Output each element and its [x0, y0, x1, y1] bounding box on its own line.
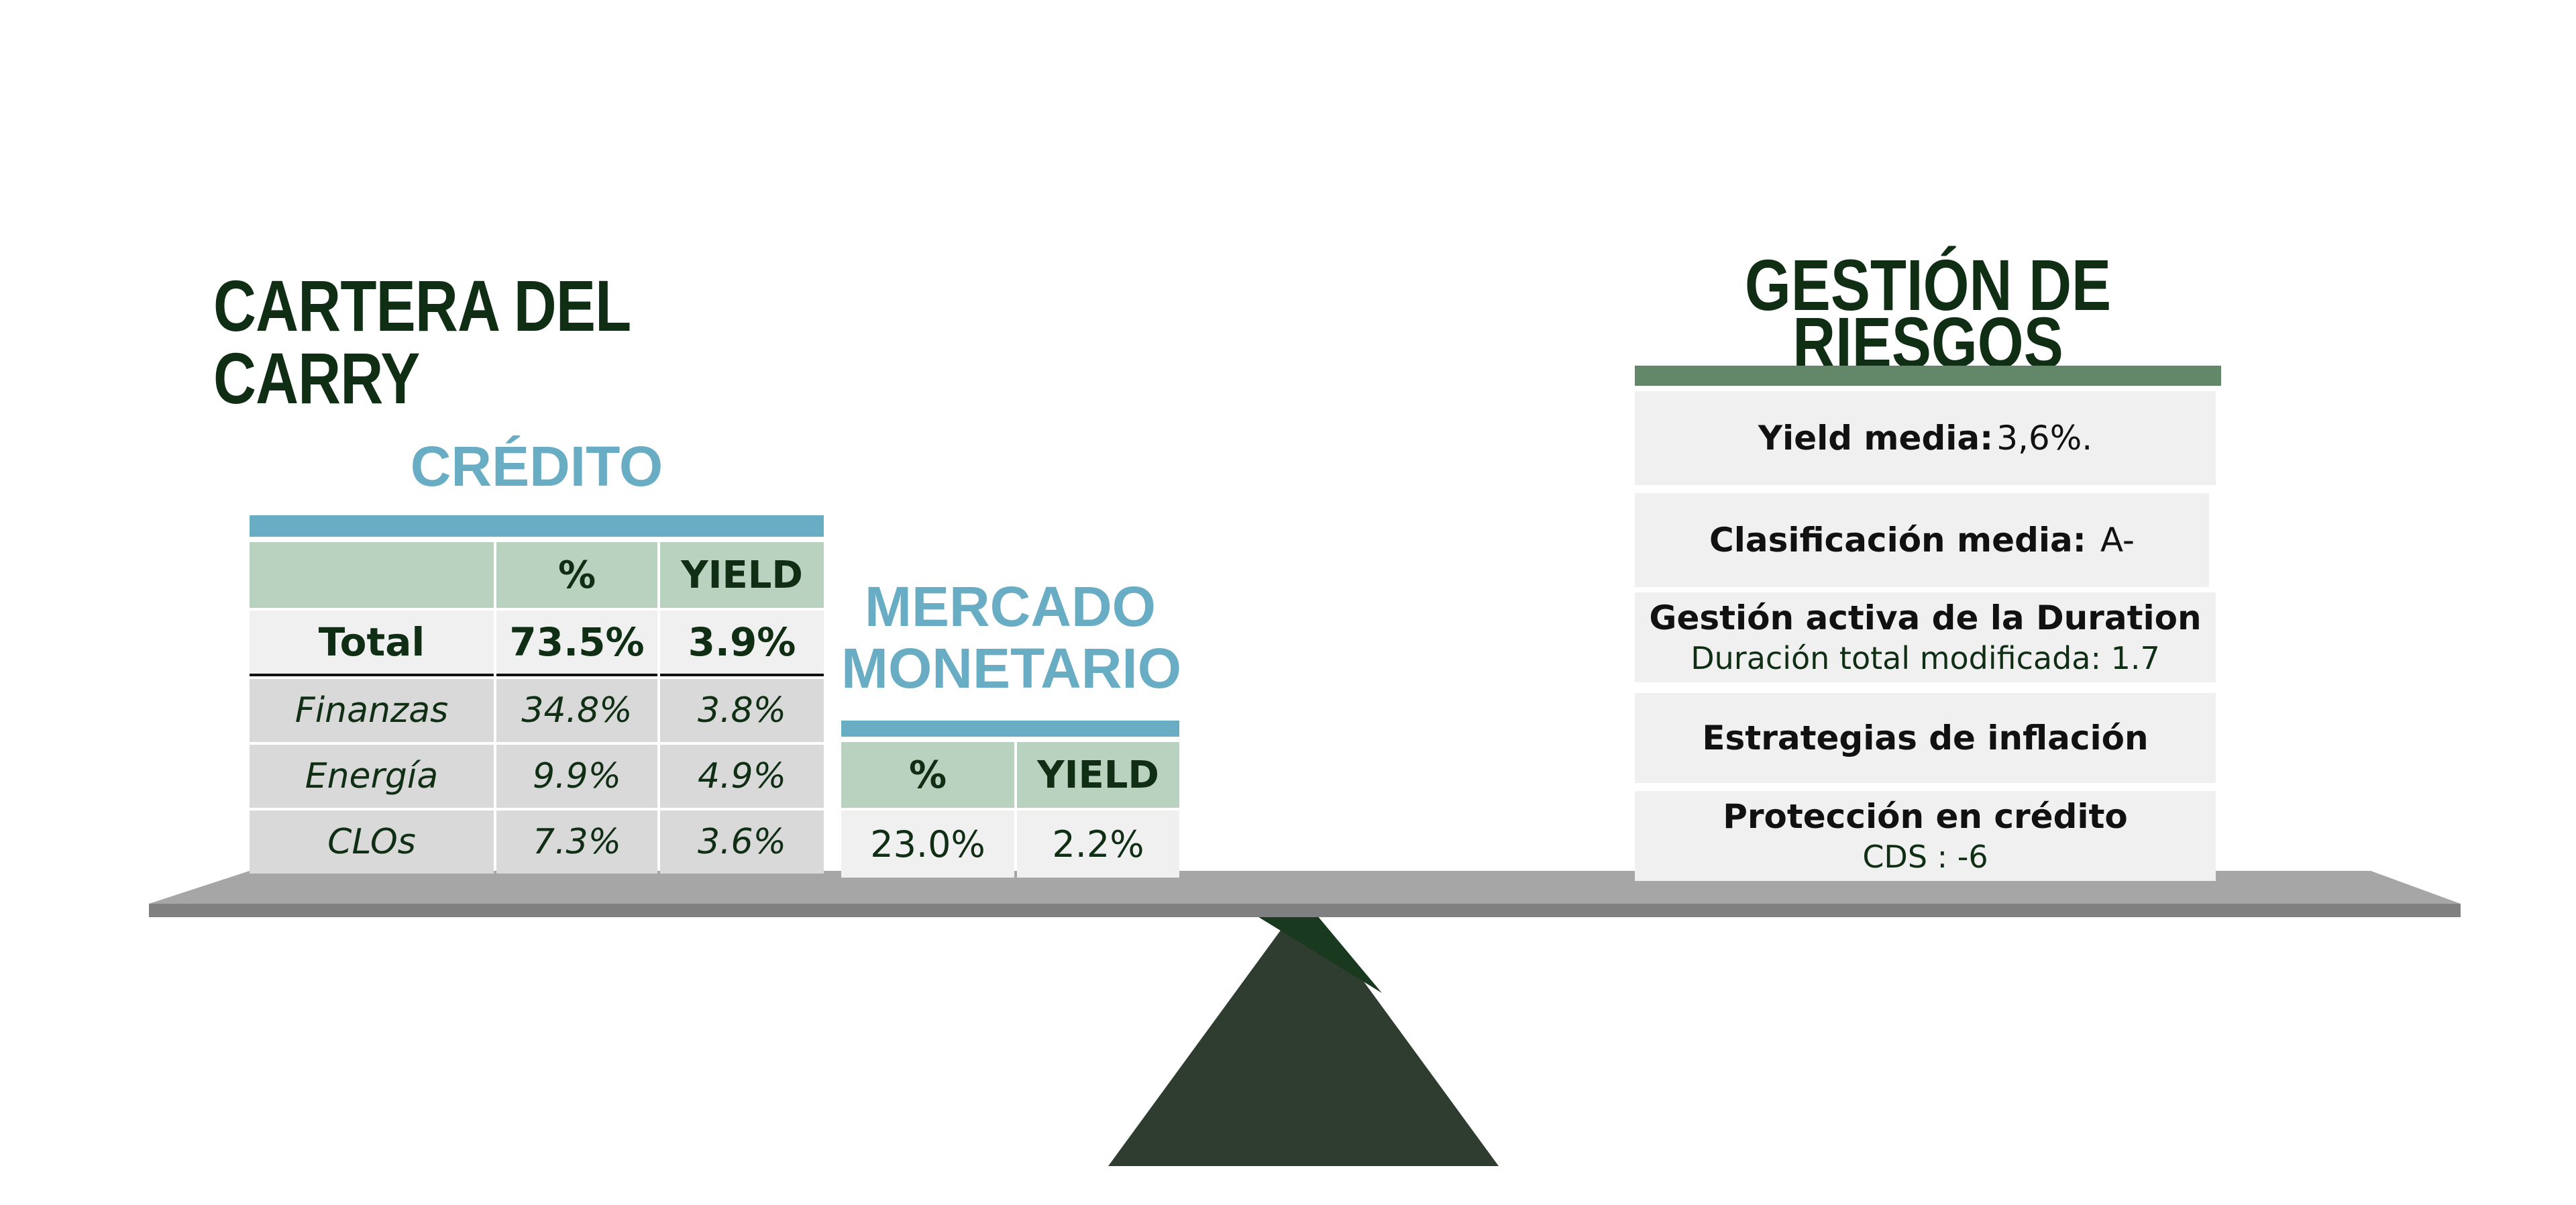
credit-header-yield: YIELD: [660, 542, 824, 608]
page-title: CARTERA DEL CARRY: [213, 265, 631, 419]
money-market-title-line2: MONETARIO: [841, 637, 1182, 700]
credit-accent-bar: [250, 515, 824, 537]
money-market-title: MERCADO MONETARIO: [841, 575, 1182, 700]
credit-row-yield: 4.9%: [660, 745, 824, 808]
risk-card-duration: Gestión activa de la Duration Duración t…: [1635, 592, 2216, 682]
beam-front: [149, 904, 2461, 917]
risk-title-line2: RIESGOS: [1792, 302, 2063, 384]
credit-total-pct: 73.5%: [496, 611, 657, 676]
fulcrum-shadow: [1256, 899, 1382, 993]
risk-card-rating-value: A-: [2100, 521, 2135, 560]
risk-card-yield: Yield media: 3,6%.: [1635, 391, 2216, 485]
risk-card-inflation: Estrategias de inflación: [1635, 693, 2216, 783]
risk-card-credit-protection: Protección en crédito CDS : -6: [1635, 791, 2216, 881]
credit-row-label: CLOs: [250, 810, 494, 874]
risk-card-rating: Clasificación media: A-: [1635, 493, 2209, 587]
credit-row-pct: 34.8%: [496, 679, 657, 742]
credit-row-yield: 3.8%: [660, 679, 824, 742]
risk-card-rating-label: Clasificación media:: [1709, 521, 2086, 560]
risk-accent-bar: [1635, 366, 2221, 386]
money-market-table: % YIELD 23.0% 2.2%: [841, 742, 1179, 878]
risk-card-credit-protection-sub: CDS : -6: [1862, 839, 1988, 875]
money-market-header-pct: %: [841, 742, 1014, 808]
credit-row-pct: 9.9%: [496, 745, 657, 808]
money-market-pct: 23.0%: [841, 810, 1014, 878]
money-market-header-yield: YIELD: [1017, 742, 1179, 808]
credit-table: % YIELD Total 73.5% 3.9% Finanzas 34.8% …: [250, 542, 824, 874]
risk-card-inflation-title: Estrategias de inflación: [1702, 719, 2149, 757]
risk-title: GESTIÓN DE RIESGOS: [1635, 244, 2221, 384]
money-market-accent-bar: [841, 721, 1179, 737]
risk-card-duration-sub: Duración total modificada: 1.7: [1690, 640, 2160, 676]
money-market-title-line1: MERCADO: [865, 575, 1156, 638]
credit-total-yield: 3.9%: [660, 611, 824, 676]
credit-row-label: Energía: [250, 745, 494, 808]
credit-total-label: Total: [250, 611, 494, 676]
risk-card-yield-label: Yield media:: [1758, 419, 1994, 458]
risk-title-line1: GESTIÓN DE: [1744, 244, 2112, 325]
credit-row-yield: 3.6%: [660, 810, 824, 874]
credit-row-pct: 7.3%: [496, 810, 657, 874]
credit-header-empty: [250, 542, 494, 608]
credit-title: CRÉDITO: [410, 435, 663, 498]
fulcrum-triangle: [1108, 899, 1499, 1166]
risk-card-credit-protection-title: Protección en crédito: [1723, 797, 2128, 836]
credit-header-pct: %: [496, 542, 657, 608]
risk-card-duration-title: Gestión activa de la Duration: [1649, 598, 2202, 637]
risk-card-yield-value: 3,6%.: [1996, 419, 2093, 458]
credit-row-label: Finanzas: [250, 679, 494, 742]
money-market-yield: 2.2%: [1017, 810, 1179, 878]
